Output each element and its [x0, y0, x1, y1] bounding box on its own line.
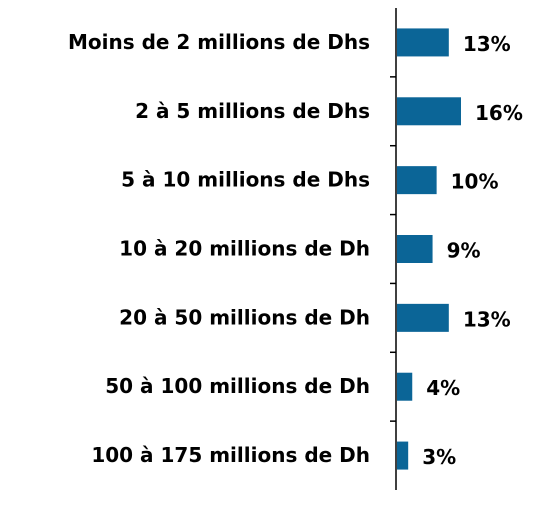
y-tick-label: 100 à 175 millions de Dh — [91, 443, 370, 467]
value-label: 16% — [475, 101, 523, 125]
y-tick-label: 5 à 10 millions de Dhs — [121, 168, 370, 192]
y-tick-label: 2 à 5 millions de Dhs — [135, 99, 370, 123]
bar — [397, 97, 461, 126]
y-tick-label: 50 à 100 millions de Dh — [105, 374, 370, 398]
bar — [397, 166, 437, 195]
bar — [397, 303, 449, 332]
value-label: 10% — [451, 170, 499, 194]
bar — [397, 372, 413, 401]
value-label: 9% — [447, 239, 481, 263]
value-label: 13% — [463, 307, 511, 331]
y-tick-label: 10 à 20 millions de Dh — [119, 237, 370, 261]
bar — [397, 235, 433, 263]
value-label: 4% — [426, 376, 460, 400]
y-tick-label: 20 à 50 millions de Dh — [119, 305, 370, 329]
bar — [397, 441, 409, 470]
value-label: 13% — [463, 32, 511, 56]
bar — [397, 28, 449, 57]
value-label: 3% — [422, 445, 456, 469]
y-tick-label: Moins de 2 millions de Dhs — [68, 30, 370, 54]
